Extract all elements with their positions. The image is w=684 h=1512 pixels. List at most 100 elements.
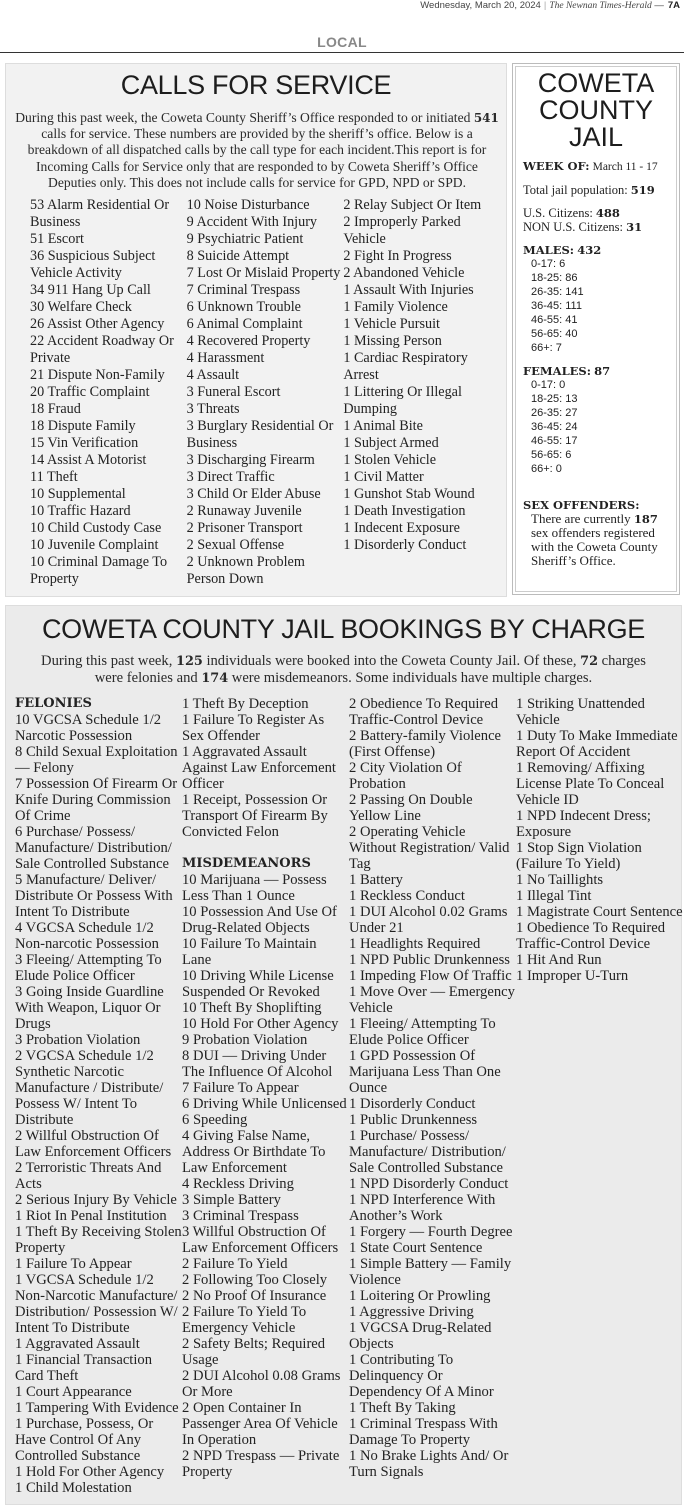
male-age-group: 18-25: 86 [531,272,578,284]
sex-offenders-text: There are currently [531,511,634,526]
call-type-item: 4 Assault [186,367,240,383]
misdemeanor-charge-item: 1 Forgery — Fourth Degree [349,1224,513,1240]
misdemeanor-charge-item: 1 Theft By Taking [349,1400,456,1416]
intro-text: calls for service. These numbers are pro… [27,126,487,190]
intro-text: individuals were booked into the Coweta … [202,653,581,669]
misdemeanor-charge-item: 3 Simple Battery [182,1192,281,1208]
call-type-item: 1 Stolen Vehicle [343,452,437,468]
misdemeanors-heading: MISDEMEANORS [182,856,311,871]
misdemeanor-charge-item: 1 Fleeing/ Attempting To Elude Police Of… [349,1016,496,1048]
felony-charge-item: 2 VGCSA Schedule 1/2 Synthetic Narcotic … [15,1048,164,1128]
felony-charge-item: 3 Probation Violation [15,1032,141,1048]
intro-text: were misdemeanors. Some individuals have… [228,670,593,686]
call-type-item: 1 Disorderly Conduct [343,537,467,553]
call-type-item: 36 Suspicious Subject Vehicle Activity [30,248,156,281]
misdemeanor-charge-item: 4 Giving False Name, Address Or Birthdat… [182,1128,326,1176]
felony-charge-item: 1 Receipt, Possession Or Transport Of Fi… [182,792,328,840]
felony-charge-item: 2 Serious Injury By Vehicle [15,1192,177,1208]
male-age-group: 66+: 7 [531,342,562,354]
misdemeanor-charge-item: 2 Safety Belts; Required Usage [182,1336,326,1368]
call-type-item: 18 Dispute Family [30,418,136,434]
misdemeanor-charge-item: 2 Obedience To Required Traffic-Control … [349,696,499,728]
misdemeanor-count: 174 [201,671,229,686]
call-type-item: 18 Fraud [30,401,81,417]
call-type-item: 1 Assault With Injuries [343,282,474,298]
call-type-item: 3 Threats [186,401,240,417]
misdemeanor-charge-item: 2 Operating Vehicle Without Registration… [349,824,510,872]
sex-offenders-block: SEX OFFENDERS: There are currently 187 s… [523,498,673,568]
misdemeanor-charge-item: 1 NPD Interference With Another’s Work [349,1192,496,1224]
call-type-item: 21 Dispute Non-Family [30,367,165,383]
individuals-count: 125 [176,654,203,669]
misdemeanor-charge-item: 7 Failure To Appear [182,1080,299,1096]
misdemeanor-charge-item: 10 Theft By Shoplifting [182,1000,322,1016]
call-type-item: 14 Assist A Motorist [30,452,147,468]
felony-charge-item: 1 Hold For Other Agency [15,1464,165,1480]
non-us-value: 31 [626,220,643,234]
males-value: 432 [577,243,602,257]
misdemeanor-charge-item: 1 Magistrate Court Sentence [516,904,683,920]
felony-charge-item: 1 Financial Transaction Card Theft [15,1352,153,1384]
calls-title: CALLS FOR SERVICE [120,70,392,100]
us-value: 488 [595,206,620,220]
call-type-item: 2 Improperly Parked Vehicle [343,214,461,247]
felonies-heading: FELONIES [15,696,92,711]
call-type-item: 4 Harassment [186,350,265,366]
us-label: U.S. Citizens: [523,206,593,220]
call-type-item: 7 Lost Or Mislaid Property [186,265,341,281]
call-type-item: 9 Accident With Injury [186,214,318,230]
males-label: MALES: [523,243,575,257]
felony-charge-item: 1 Purchase, Possess, Or Have Control Of … [15,1416,154,1464]
section-label: LOCAL [317,34,367,50]
felony-charge-item: 1 Failure To Appear [15,1256,132,1272]
calls-count: 541 [473,111,499,125]
female-age-group: 46-55: 17 [531,435,578,447]
call-type-item: 8 Suicide Attempt [186,248,290,264]
male-age-group: 0-17: 6 [531,258,566,270]
sex-offenders-text: sex offenders registered with the Coweta… [531,525,658,568]
felonies-list: 10 VGCSA Schedule 1/2 Narcotic Possessio… [15,696,349,1501]
female-age-group: 56-65: 6 [531,449,572,461]
call-type-item: 20 Traffic Complaint [30,384,150,400]
intro-text: During this past week, [41,653,177,669]
felony-charge-item: 1 Court Appearance [15,1384,132,1400]
misdemeanor-charge-item: 1 Battery [349,872,403,888]
call-type-item: 3 Burglary Residential Or Business [186,418,334,451]
call-type-item: 1 Littering Or Illegal Dumping [343,384,462,417]
misdemeanor-charge-item: 1 Removing/ Affixing License Plate To Co… [516,760,665,808]
males-block: MALES: 432 0-17: 6 18-25: 86 26-35: 141 36-… [523,243,673,355]
felony-charge-item: 1 Child Molestation [15,1480,132,1496]
call-type-item: 1 Civil Matter [343,469,424,485]
misdemeanor-charge-item: 10 Failure To Maintain Lane [182,936,317,968]
male-age-group: 56-65: 40 [531,328,578,340]
females-block: FEMALES: 87 0-17: 0 18-25: 13 26-35: 27 36-… [523,364,673,476]
week-of: WEEK OF: March 11 - 17 [523,159,673,174]
call-type-item: 6 Animal Complaint [186,316,303,332]
misdemeanor-charge-item: 2 Failure To Yield To Emergency Vehicle [182,1304,307,1336]
divider: | [543,0,547,11]
females-ages: 0-17: 0 18-25: 13 26-35: 27 36-45: 24 46-55:… [523,378,673,476]
call-type-item: 9 Psychiatric Patient [186,231,304,247]
misdemeanor-charge-item: 2 Following Too Closely [182,1272,328,1288]
misdemeanor-charge-item: 1 Stop Sign Violation (Failure To Yield) [516,840,642,872]
bookings-intro: During this past week, 125 individuals w… [26,653,661,687]
misdemeanor-charge-item: 10 Possession And Use Of Drug-Related Ob… [182,904,337,936]
sex-offenders-value: 187 [633,512,658,526]
call-type-item: 10 Juvenile Complaint [30,537,159,553]
misdemeanor-charge-item: 1 Loitering Or Prowling [349,1288,491,1304]
misdemeanor-charge-item: 1 Contributing To Delinquency Or Depende… [349,1352,494,1400]
misdemeanor-charge-item: 1 VGCSA Drug-Related Objects [349,1320,492,1352]
call-type-item: 34 911 Hang Up Call [30,282,151,298]
misdemeanor-charge-item: 2 Open Container In Passenger Area Of Ve… [182,1400,338,1448]
misdemeanor-charge-item: 3 Criminal Trespass [182,1208,299,1224]
felony-charge-item: 7 Possession Of Firearm Or Knife During … [15,776,178,824]
jail-stats-box: COWETA COUNTY JAIL WEEK OF: March 11 - 1… [512,63,680,595]
misdemeanor-charge-item: 1 NPD Disorderly Conduct [349,1176,509,1192]
misdemeanor-charge-item: 2 Passing On Double Yellow Line [349,792,473,824]
calls-for-service-box: CALLS FOR SERVICE During this past week,… [5,63,507,597]
call-type-item: 2 Runaway Juvenile [186,503,302,519]
intro-text: During this past week, the Coweta County… [15,110,474,125]
call-type-item: 2 Fight In Progress [343,248,452,264]
misdemeanor-charge-item: 2 Failure To Yield [182,1256,288,1272]
bookings-box: COWETA COUNTY JAIL BOOKINGS BY CHARGE Du… [5,605,683,1505]
